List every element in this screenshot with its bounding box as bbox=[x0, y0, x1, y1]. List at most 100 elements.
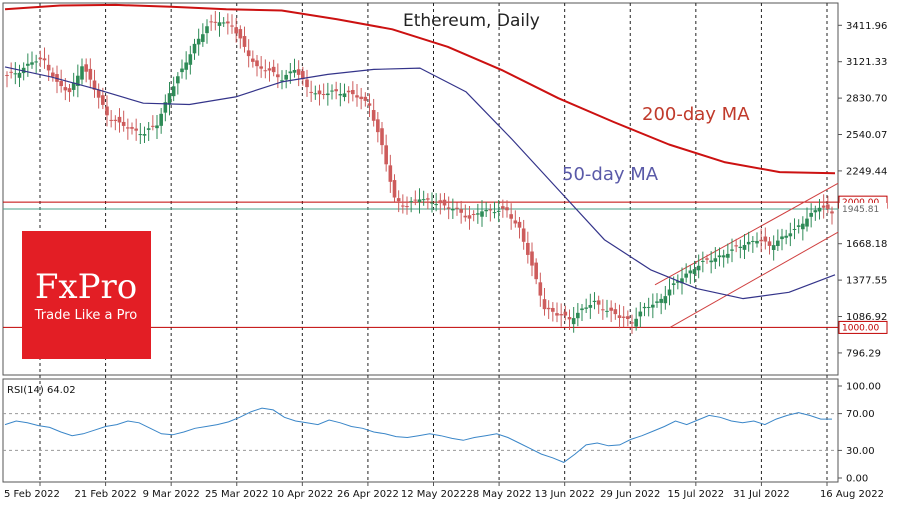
candle-body bbox=[109, 119, 113, 121]
level-label-box bbox=[838, 320, 888, 334]
candle-body bbox=[563, 311, 568, 316]
candle-body bbox=[267, 68, 272, 71]
candle-body bbox=[430, 202, 434, 204]
ma200-line bbox=[4, 3, 836, 175]
candles bbox=[5, 10, 834, 334]
candle-body bbox=[534, 262, 538, 280]
candle-body bbox=[559, 314, 563, 316]
candle-body bbox=[38, 57, 43, 60]
candle-body bbox=[617, 315, 622, 318]
candle-body bbox=[396, 198, 401, 202]
candle-body bbox=[234, 27, 238, 34]
candle-body bbox=[184, 62, 188, 70]
candle-body bbox=[734, 245, 738, 247]
candle-body bbox=[317, 90, 322, 95]
candle-body bbox=[646, 306, 651, 308]
candle-body bbox=[326, 93, 330, 96]
candle-body bbox=[263, 70, 268, 72]
candle-body bbox=[671, 283, 676, 285]
price-tick-label: 3411.96 bbox=[846, 21, 887, 32]
price-axis: 3411.96 3121.33 2830.70 2540.07 2249.44 1668.… bbox=[838, 21, 887, 359]
candle-body bbox=[242, 36, 247, 47]
candle-body bbox=[301, 71, 305, 80]
date-tick-label: 13 Jun 2022 bbox=[535, 489, 595, 500]
candle-body bbox=[292, 69, 297, 73]
rsi-tick-label: 100.00 bbox=[846, 382, 881, 393]
candle-body bbox=[605, 310, 609, 312]
date-tick-label: 25 Mar 2022 bbox=[205, 489, 268, 500]
candle-body bbox=[784, 235, 788, 238]
candle-body bbox=[726, 253, 730, 258]
candle-body bbox=[571, 318, 576, 325]
candle-body bbox=[334, 89, 338, 92]
candle-body bbox=[526, 242, 530, 255]
candle-body bbox=[596, 300, 601, 305]
candle-body bbox=[613, 309, 618, 315]
candle-body bbox=[730, 249, 734, 251]
candle-body bbox=[180, 68, 184, 73]
candle-body bbox=[717, 255, 722, 258]
candle-body bbox=[167, 93, 172, 105]
price-tick-label: 1086.92 bbox=[846, 312, 887, 323]
price-tick-label: 2540.07 bbox=[846, 130, 887, 141]
candle-body bbox=[217, 22, 222, 26]
candle-body bbox=[496, 210, 501, 212]
rsi-tick-label: 0.00 bbox=[846, 474, 868, 485]
candle-body bbox=[342, 93, 347, 98]
candle-body bbox=[151, 125, 155, 127]
logo-brand: FxPro bbox=[35, 267, 137, 307]
candle-body bbox=[788, 233, 793, 237]
candle-body bbox=[538, 282, 543, 296]
candle-body bbox=[592, 300, 597, 302]
candle-body bbox=[771, 245, 776, 250]
candle-body bbox=[146, 128, 151, 130]
candle-body bbox=[67, 88, 72, 93]
candle-body bbox=[17, 72, 22, 78]
candle-body bbox=[542, 299, 547, 310]
candle-body bbox=[451, 208, 455, 211]
candle-body bbox=[205, 26, 209, 34]
candle-body bbox=[401, 205, 405, 207]
candle-body bbox=[555, 313, 559, 316]
candle-body bbox=[59, 80, 63, 87]
candle-body bbox=[42, 58, 47, 61]
date-tick-label: 15 Jul 2022 bbox=[668, 489, 725, 500]
candle-body bbox=[584, 307, 588, 309]
candle-body bbox=[680, 278, 684, 284]
moving-averages bbox=[4, 3, 836, 300]
candle-body bbox=[413, 199, 418, 201]
date-tick-label: 28 May 2022 bbox=[466, 489, 531, 500]
candle-body bbox=[830, 211, 834, 214]
candle-body bbox=[392, 180, 397, 198]
candle-body bbox=[567, 317, 572, 320]
ma50-annotation: 50-day MA bbox=[562, 164, 659, 185]
candle-body bbox=[792, 228, 797, 230]
candle-body bbox=[551, 308, 555, 312]
candle-body bbox=[284, 74, 288, 80]
candle-body bbox=[255, 60, 259, 67]
candle-body bbox=[417, 199, 422, 203]
candle-body bbox=[88, 68, 93, 80]
candle-body bbox=[809, 212, 813, 217]
candle-body bbox=[405, 206, 409, 208]
candle-body bbox=[701, 260, 705, 262]
candle-body bbox=[805, 218, 809, 227]
candle-body bbox=[63, 87, 68, 91]
current-price-box bbox=[839, 202, 887, 215]
candle-body bbox=[742, 245, 747, 250]
candle-body bbox=[509, 214, 513, 219]
logo-tagline: Trade Like a Pro bbox=[34, 308, 138, 323]
candle-body bbox=[209, 21, 213, 23]
candle-body bbox=[351, 89, 355, 95]
candle-body bbox=[655, 301, 659, 303]
candle-body bbox=[142, 134, 147, 136]
candle-body bbox=[521, 228, 526, 242]
candle-body bbox=[192, 43, 197, 54]
candle-body bbox=[663, 296, 668, 304]
candle-body bbox=[201, 34, 205, 42]
candle-body bbox=[713, 258, 718, 262]
candle-body bbox=[388, 165, 393, 182]
candle-body bbox=[446, 207, 451, 209]
candle-body bbox=[213, 21, 218, 23]
candle-body bbox=[817, 207, 822, 212]
